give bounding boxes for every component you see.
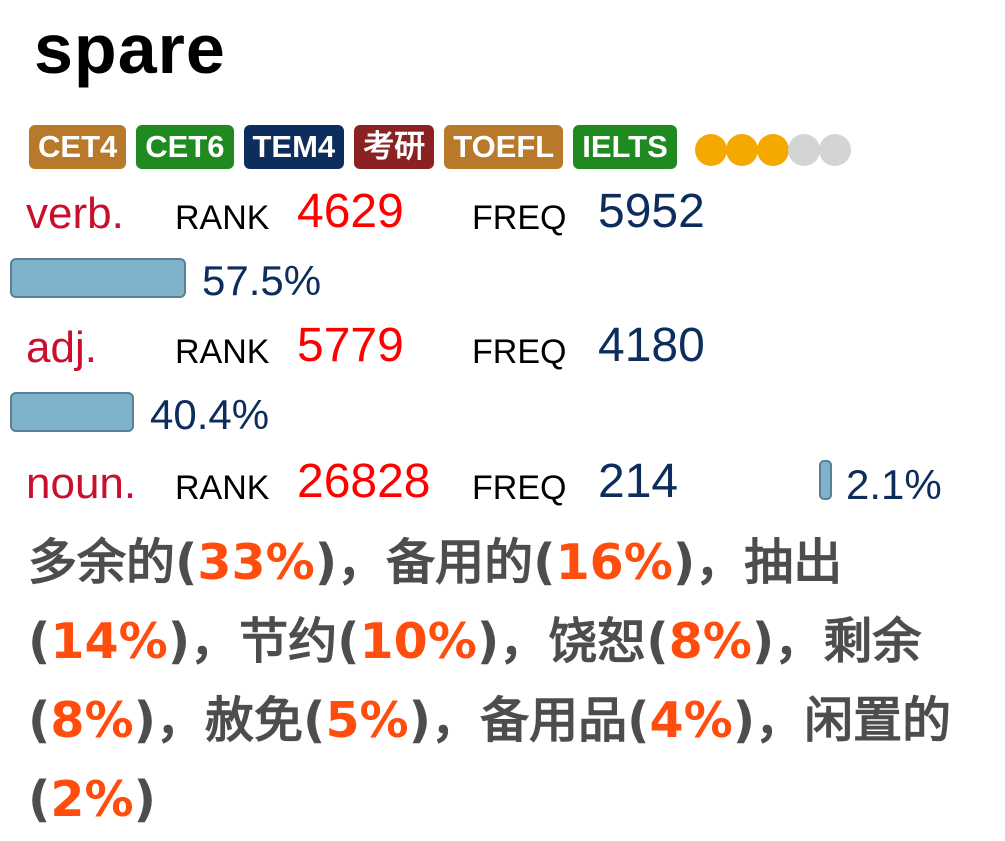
percent-text: 40.4% bbox=[150, 391, 270, 438]
tag-tem4: TEM4 bbox=[243, 125, 345, 169]
definition-item: 赦免(5%)， bbox=[205, 692, 481, 749]
definition-percent: 16% bbox=[555, 534, 673, 591]
definition-item: 闲置的(2%) bbox=[28, 692, 952, 828]
pos-row-noun: noun. RANK 26828 FREQ 214 2.1% bbox=[0, 454, 1005, 514]
tag-cet4: CET4 bbox=[29, 125, 127, 169]
rating-dot-filled bbox=[725, 134, 758, 166]
definition-text: 饶恕 bbox=[548, 613, 647, 670]
rank-value: 5779 bbox=[297, 319, 404, 372]
definition-text: 剩余 bbox=[823, 613, 922, 670]
definition-item: 剩余(8%)， bbox=[28, 613, 922, 749]
rank-label: RANK bbox=[175, 469, 270, 507]
tag-toefl: TOEFL bbox=[444, 125, 564, 169]
definition-percent: 14% bbox=[50, 613, 168, 670]
freq-label: FREQ bbox=[472, 469, 567, 507]
pos-row-adj: adj. RANK 5779 FREQ 4180 bbox=[0, 318, 1005, 378]
percent-row-verb: 57.5% bbox=[0, 256, 1005, 306]
definition-item: 抽出(14%)， bbox=[28, 534, 843, 670]
definition-text: 多余的 bbox=[28, 534, 176, 591]
pos-label: verb. bbox=[26, 189, 124, 238]
definition-percent: 8% bbox=[50, 692, 134, 749]
freq-value: 5952 bbox=[598, 185, 705, 238]
percent-text: 2.1% bbox=[846, 461, 942, 508]
percent-row-adj: 40.4% bbox=[0, 390, 1005, 440]
pos-row-verb: verb. RANK 4629 FREQ 5952 bbox=[0, 184, 1005, 244]
rank-label: RANK bbox=[175, 333, 270, 371]
pos-label: noun. bbox=[26, 459, 137, 508]
definition-item: 节约(10%)， bbox=[239, 613, 549, 670]
definition-item: 多余的(33%)， bbox=[28, 534, 387, 591]
definition-percent: 10% bbox=[359, 613, 477, 670]
definition-text: 备用品 bbox=[480, 692, 628, 749]
definition-percent: 8% bbox=[668, 613, 752, 670]
freq-value: 214 bbox=[598, 455, 679, 508]
definition-item: 备用品(4%)， bbox=[480, 692, 805, 749]
rating-dot-filled bbox=[694, 134, 727, 166]
definitions: 多余的(33%)，备用的(16%)，抽出(14%)，节约(10%)，饶恕(8%)… bbox=[28, 523, 993, 839]
definition-percent: 33% bbox=[197, 534, 315, 591]
definition-item: 饶恕(8%)， bbox=[548, 613, 824, 670]
exam-tags: CET4 CET6 TEM4 考研 TOEFL IELTS bbox=[29, 124, 851, 170]
percent-bar bbox=[819, 460, 832, 500]
percent-bar bbox=[10, 258, 186, 298]
rank-value: 4629 bbox=[297, 185, 404, 238]
definition-text: 备用的 bbox=[386, 534, 534, 591]
definition-percent: 2% bbox=[50, 771, 134, 828]
headword: spare bbox=[34, 10, 226, 88]
percent-bar bbox=[10, 392, 134, 432]
rating-dot-empty bbox=[787, 134, 820, 166]
rank-label: RANK bbox=[175, 199, 270, 237]
definition-text: 节约 bbox=[239, 613, 338, 670]
freq-value: 4180 bbox=[598, 319, 705, 372]
tag-kaoyan: 考研 bbox=[354, 125, 435, 169]
definition-item: 备用的(16%)， bbox=[386, 534, 745, 591]
rank-value: 26828 bbox=[297, 455, 431, 508]
definition-text: 抽出 bbox=[744, 534, 843, 591]
definition-text: 闲置的 bbox=[804, 692, 952, 749]
pos-label: adj. bbox=[26, 323, 97, 372]
tag-cet6: CET6 bbox=[136, 125, 234, 169]
rating-dot-empty bbox=[818, 134, 851, 166]
definition-percent: 4% bbox=[649, 692, 733, 749]
definition-text: 赦免 bbox=[205, 692, 304, 749]
rating-dot-filled bbox=[756, 134, 789, 166]
tag-ielts: IELTS bbox=[573, 125, 677, 169]
definition-percent: 5% bbox=[325, 692, 409, 749]
freq-label: FREQ bbox=[472, 333, 567, 371]
percent-text: 57.5% bbox=[202, 257, 322, 304]
star-rating bbox=[694, 128, 851, 166]
freq-label: FREQ bbox=[472, 199, 567, 237]
